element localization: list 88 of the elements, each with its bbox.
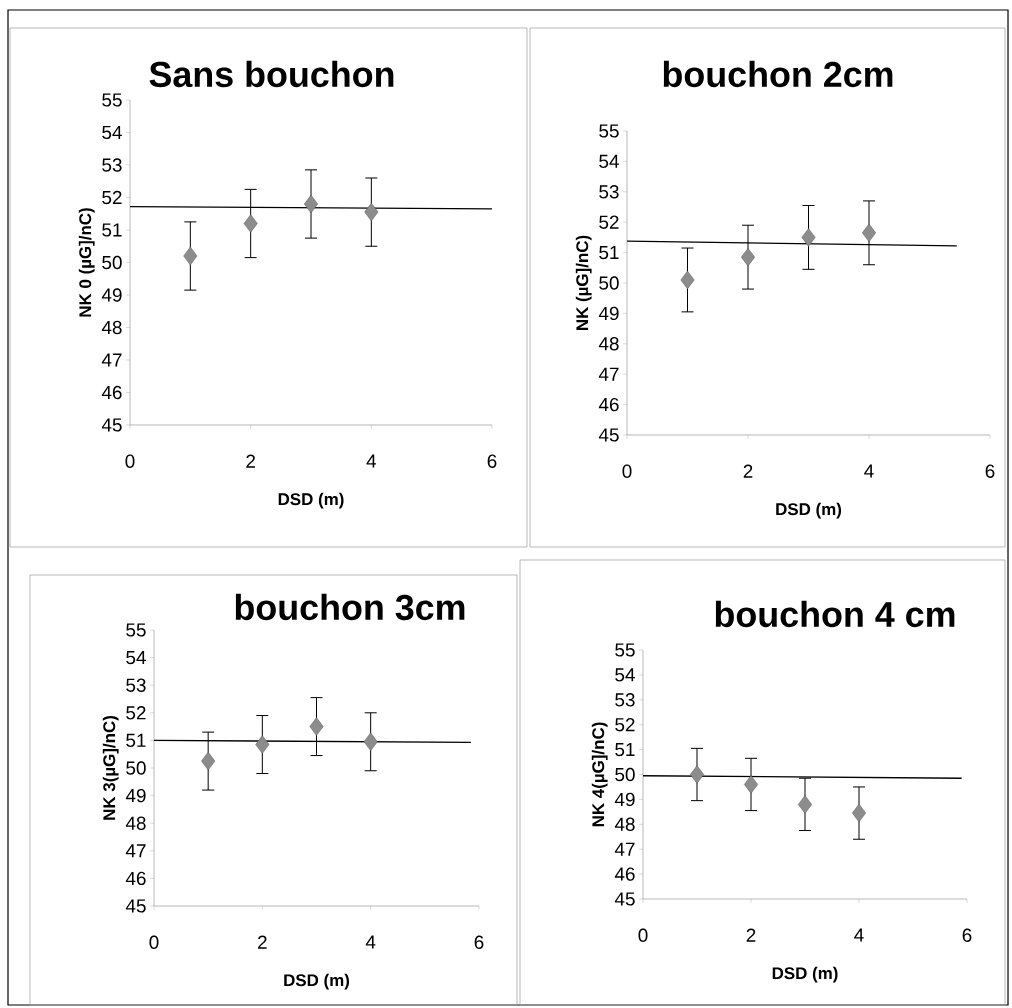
point (183, 246, 198, 266)
y-tick-label: 48 (614, 817, 635, 831)
x-tick-label: 2 (258, 935, 267, 949)
y-tick-label: 53 (126, 678, 146, 692)
y-tick-label: 46 (598, 397, 619, 412)
y-tick-label: 51 (615, 743, 635, 757)
x-tick-label: 0 (638, 928, 648, 942)
y-tick-label: 52 (126, 706, 146, 720)
y-tick-label: 54 (102, 125, 122, 140)
x-tick-label: 4 (365, 935, 376, 949)
y-tick-label: 54 (615, 668, 635, 682)
x-tick-label: 6 (474, 935, 484, 949)
y-tick-label: 46 (614, 867, 635, 881)
y-tick-label: 50 (615, 767, 635, 782)
y-tick-label: 49 (125, 788, 146, 803)
x-tick-label: 6 (487, 454, 497, 468)
x-tick-label: 2 (246, 454, 255, 468)
x-tick-label: 2 (743, 464, 753, 478)
point (309, 717, 324, 736)
y-tick-label: 47 (614, 842, 635, 856)
y-tick-label: 52 (599, 215, 619, 229)
point (744, 775, 758, 794)
y-tick-label: 47 (598, 367, 619, 381)
y-axis-title: NK 3(µG]/nC) (102, 716, 119, 820)
point (798, 795, 812, 814)
y-axis-title: NK 4(µG]/nC) (591, 722, 608, 827)
x-axis-title: DSD (m) (776, 502, 842, 519)
chart-title: bouchon 3cm (235, 593, 465, 621)
chart-title: bouchon 4 cm (715, 600, 955, 628)
x-axis-title: DSD (m) (772, 966, 838, 983)
y-tick-label: 51 (102, 223, 122, 237)
point (690, 765, 704, 784)
x-axis-title: DSD (m) (278, 492, 344, 509)
y-tick-label: 46 (101, 385, 122, 400)
y-tick-label: 48 (598, 337, 619, 351)
y-axis-title: NK (µG]/nC) (575, 235, 592, 330)
point (801, 228, 816, 247)
y-tick-label: 54 (599, 154, 619, 168)
x-tick-label: 6 (962, 928, 972, 942)
point (852, 803, 866, 823)
y-tick-label: 47 (101, 353, 122, 367)
x-tick-label: 2 (746, 928, 756, 942)
y-tick-label: 45 (101, 418, 122, 432)
y-tick-label: 53 (615, 693, 635, 707)
y-tick-label: 45 (614, 892, 635, 906)
y-tick-label: 53 (599, 185, 619, 199)
y-tick-label: 55 (599, 124, 619, 138)
y-tick-label: 46 (125, 871, 146, 886)
point (680, 270, 695, 290)
y-tick-label: 45 (125, 899, 146, 913)
y-tick-label: 48 (125, 816, 146, 830)
x-tick-label: 0 (125, 454, 135, 468)
point (201, 751, 216, 771)
chart-title: bouchon 2cm (663, 60, 893, 88)
y-tick-label: 52 (615, 718, 635, 732)
y-tick-label: 51 (599, 246, 619, 260)
y-tick-label: 49 (614, 792, 635, 807)
x-tick-label: 0 (149, 935, 159, 949)
y-tick-label: 50 (102, 255, 122, 270)
y-tick-label: 55 (615, 643, 635, 657)
y-tick-label: 50 (126, 761, 146, 775)
y-axis-title: NK 0 (µG]/nC) (78, 208, 95, 317)
point (304, 194, 318, 214)
y-tick-label: 52 (102, 190, 122, 205)
y-tick-label: 45 (598, 428, 619, 442)
point (741, 247, 755, 267)
y-tick-label: 49 (598, 306, 619, 321)
y-tick-label: 55 (102, 93, 122, 107)
y-tick-label: 55 (126, 623, 146, 637)
x-axis-title: DSD (m) (284, 973, 350, 990)
x-tick-label: 0 (622, 464, 632, 478)
point (255, 735, 270, 754)
y-tick-label: 49 (101, 288, 122, 302)
x-tick-label: 4 (854, 928, 864, 942)
point (363, 732, 378, 751)
point (243, 214, 258, 233)
y-tick-label: 48 (101, 320, 122, 335)
x-tick-label: 6 (985, 464, 995, 478)
y-tick-label: 50 (599, 276, 619, 290)
chart-title: Sans bouchon (149, 60, 394, 88)
y-tick-label: 53 (102, 158, 122, 172)
point (862, 223, 876, 243)
point (364, 202, 379, 222)
x-tick-label: 4 (366, 454, 377, 468)
y-tick-label: 54 (126, 651, 146, 665)
y-tick-label: 51 (126, 733, 146, 748)
x-tick-label: 4 (864, 464, 874, 478)
y-tick-label: 47 (125, 844, 146, 858)
